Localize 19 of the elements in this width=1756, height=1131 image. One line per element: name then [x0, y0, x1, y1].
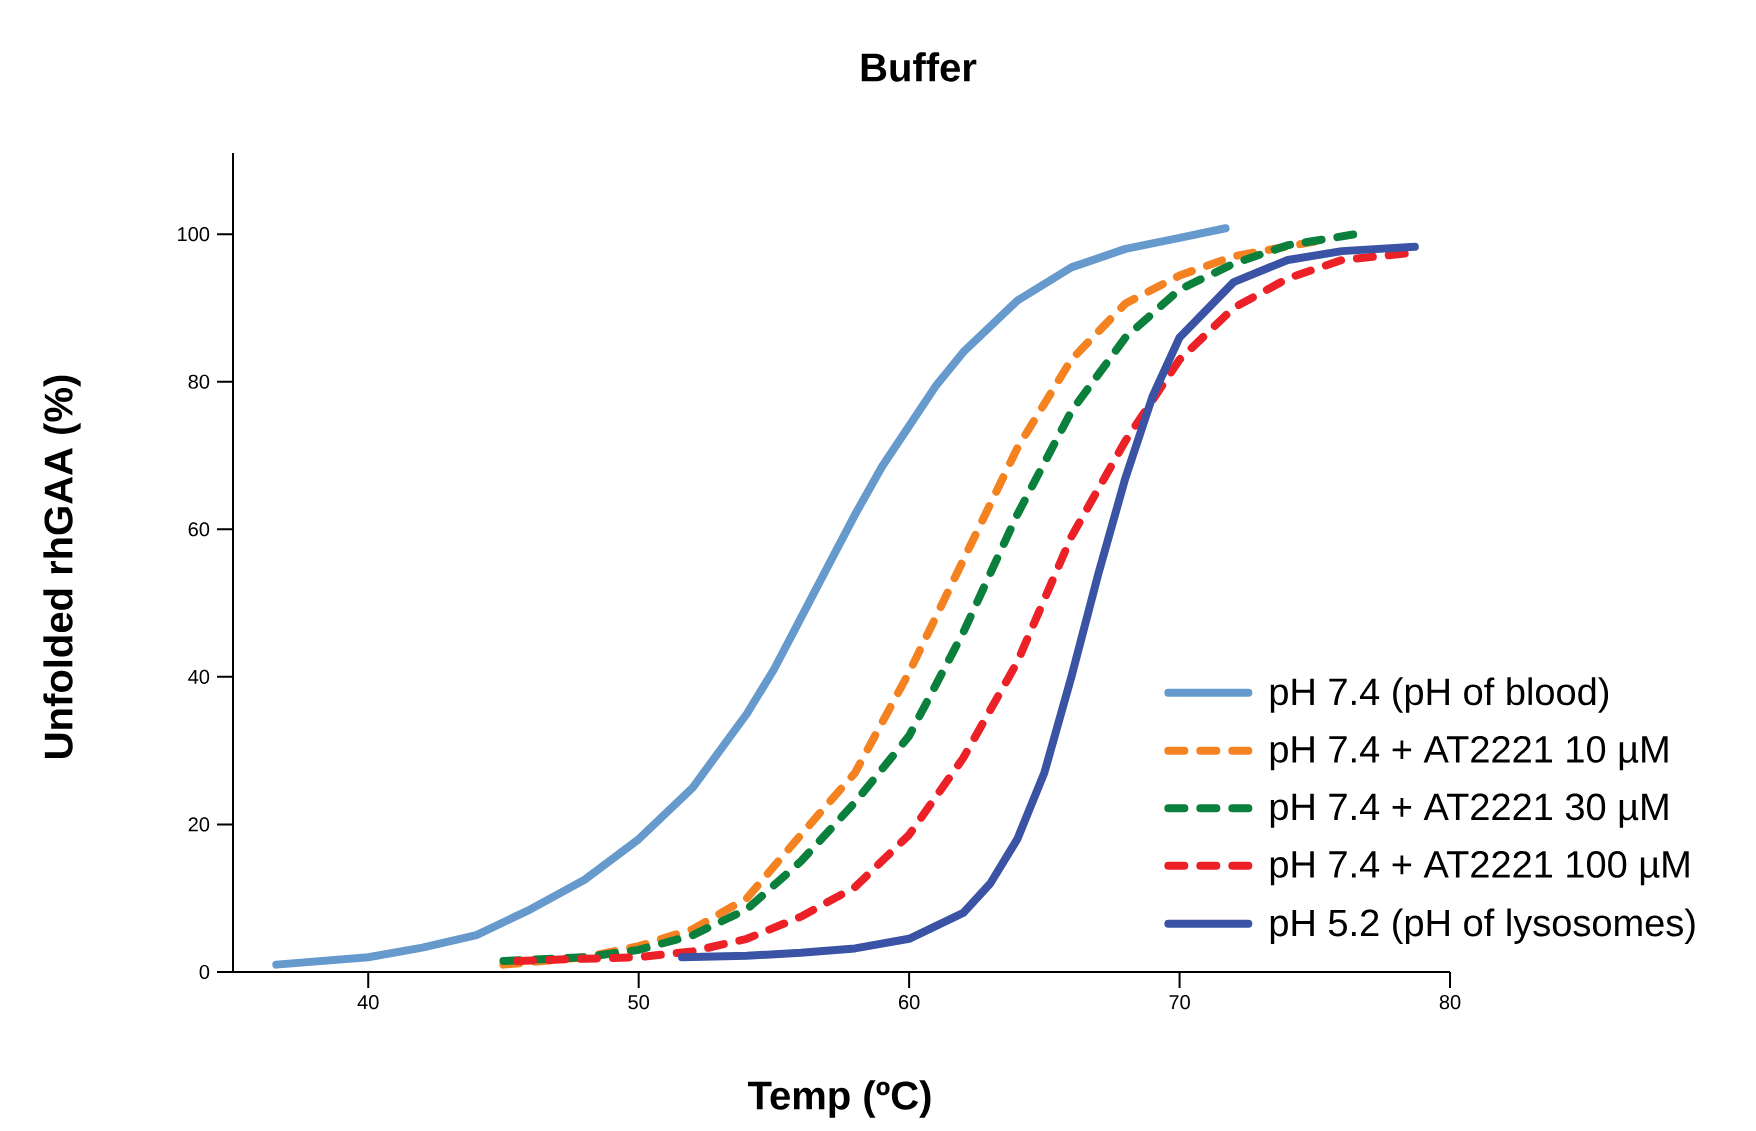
y-tick-label: 100	[178, 227, 210, 242]
x-tick-label: 50	[628, 995, 650, 1010]
y-tick-label: 80	[188, 374, 210, 389]
x-tick-label: 60	[899, 995, 920, 1010]
y-tick-label: 0	[199, 964, 210, 980]
x-tick-label: 80	[1439, 995, 1461, 1010]
chart-title: Buffer	[861, 52, 977, 82]
y-tick-label: 40	[188, 669, 210, 684]
legend-label: pH 7.4 + AT2221 10 µM	[1270, 735, 1668, 771]
y-axis-title: Unfolded rhGAA (%)	[43, 375, 81, 758]
x-axis-title: Temp (ºC)	[747, 1080, 931, 1118]
x-tick-label: 40	[357, 995, 379, 1010]
legend-label: pH 5.2 (pH of lysosomes)	[1270, 908, 1695, 944]
y-tick-label: 60	[188, 522, 210, 537]
legend-label: pH 7.4 + AT2221 100 µM	[1270, 850, 1689, 886]
legend-label: pH 7.4 + AT2221 30 µM	[1270, 793, 1668, 828]
legend-label: pH 7.4 (pH of blood)	[1270, 677, 1609, 713]
y-tick-label: 20	[188, 817, 210, 832]
x-tick-label: 70	[1169, 995, 1190, 1010]
